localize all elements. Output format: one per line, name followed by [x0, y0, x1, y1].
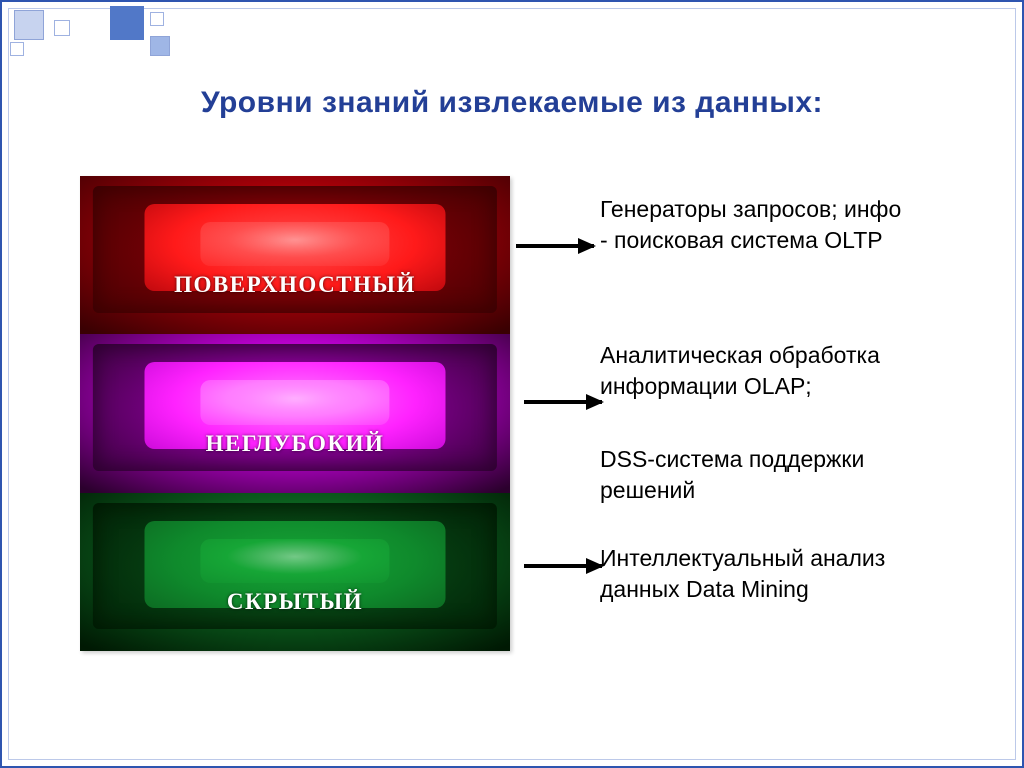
desc-surface: Генераторы запросов; инфо - поисковая си…: [600, 194, 910, 256]
decor-square: [10, 42, 24, 56]
desc-shallow-1: Аналитическая обработка информации OLAP;: [600, 340, 910, 402]
slide-title: Уровни знаний извлекаемые из данных:: [0, 86, 1024, 120]
desc-hidden: Интеллектуальный анализ данных Data Mini…: [600, 543, 910, 605]
decor-square: [150, 12, 164, 26]
level-label-hidden: СКРЫТЫЙ: [227, 589, 363, 615]
level-surface: ПОВЕРХНОСТНЫЙ: [80, 176, 510, 334]
arrow-surface: [516, 244, 594, 248]
decor-square: [150, 36, 170, 56]
decor-square: [14, 10, 44, 40]
corner-decor: [2, 2, 182, 57]
decor-square: [54, 20, 70, 36]
arrow-shallow: [524, 400, 602, 404]
level-label-surface: ПОВЕРХНОСТНЫЙ: [174, 272, 416, 298]
levels-stack: ПОВЕРХНОСТНЫЙ НЕГЛУБОКИЙ СКРЫТЫЙ: [80, 176, 510, 651]
arrow-hidden: [524, 564, 602, 568]
decor-square: [110, 6, 144, 40]
level-shallow: НЕГЛУБОКИЙ: [80, 334, 510, 492]
level-label-shallow: НЕГЛУБОКИЙ: [206, 431, 385, 457]
level-hidden: СКРЫТЫЙ: [80, 493, 510, 651]
desc-shallow-2: DSS-система поддержки решений: [600, 444, 910, 506]
